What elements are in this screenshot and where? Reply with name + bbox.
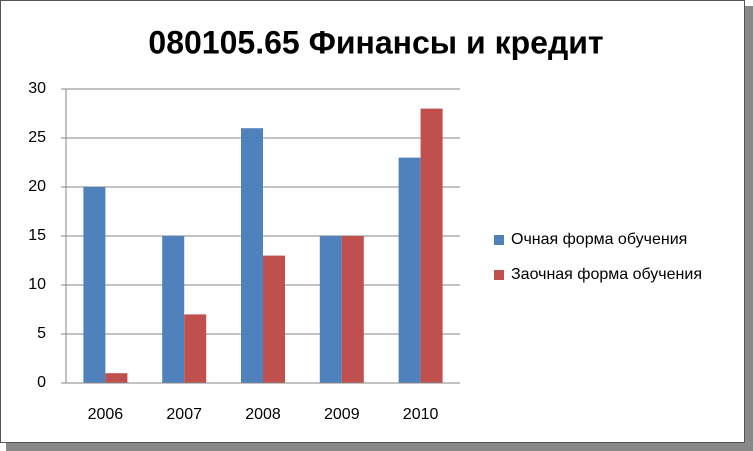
shadow	[745, 6, 753, 451]
bar	[241, 128, 263, 383]
x-tick-label: 2006	[88, 406, 124, 423]
y-tick-label: 20	[28, 178, 46, 195]
y-tick-label: 25	[28, 129, 46, 146]
x-tick-label: 2009	[324, 406, 360, 423]
bar	[398, 157, 421, 383]
y-tick-label: 30	[28, 80, 46, 97]
y-tick-label: 5	[37, 325, 46, 342]
legend-label: Заочная форма обучения	[511, 266, 702, 283]
chart-border	[0, 0, 745, 443]
x-tick-label: 2008	[245, 406, 281, 423]
bar	[83, 187, 106, 383]
y-tick-label: 15	[28, 227, 46, 244]
bar	[162, 236, 185, 383]
bar	[184, 314, 207, 383]
y-tick-label: 10	[28, 276, 46, 293]
bar	[420, 108, 443, 383]
x-tick-label: 2010	[403, 406, 439, 423]
y-tick-label: 0	[37, 374, 46, 391]
x-tick-label: 2007	[166, 406, 202, 423]
legend-label: Очная форма обучения	[511, 231, 687, 248]
bar	[319, 236, 342, 383]
legend-swatch	[494, 270, 504, 280]
chart-title: 080105.65 Финансы и кредит	[148, 24, 603, 60]
bar	[263, 255, 285, 383]
legend-swatch	[494, 235, 504, 245]
bar	[105, 373, 128, 383]
shadow	[6, 443, 753, 451]
bar	[341, 236, 364, 383]
